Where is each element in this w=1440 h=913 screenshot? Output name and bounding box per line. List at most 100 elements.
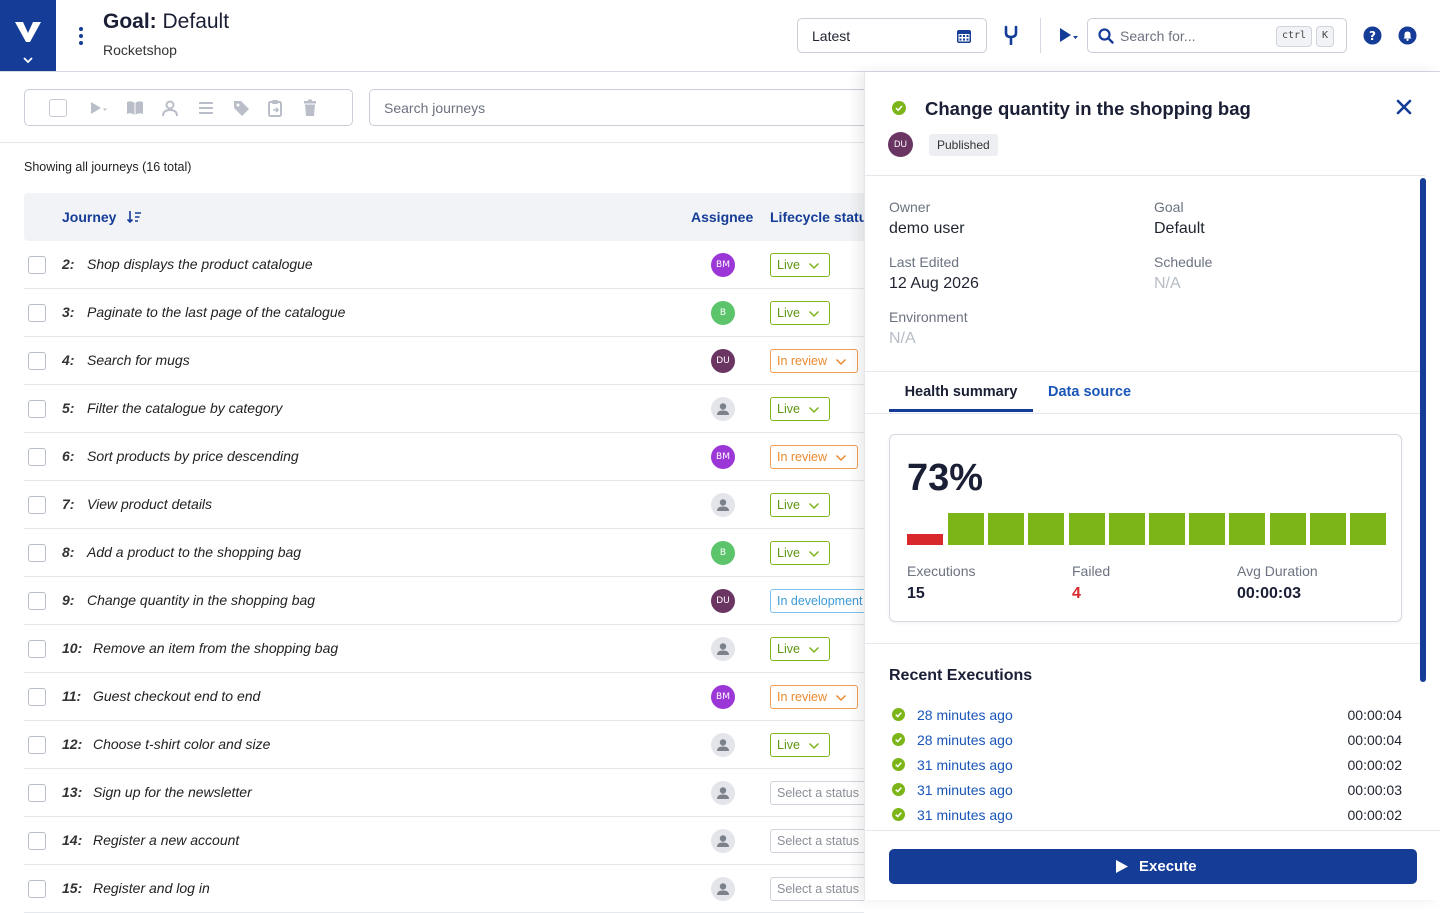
assign-user-icon[interactable] [161,99,179,117]
journey-name[interactable]: Filter the catalogue by category [87,400,283,416]
table-row[interactable]: 14: Register a new account Select a status [24,817,864,865]
row-checkbox[interactable] [28,544,46,562]
unassigned-avatar[interactable] [711,781,735,805]
recent-execution-item[interactable]: 31 minutes ago 00:00:03 [889,779,1402,804]
journey-name[interactable]: Shop displays the product catalogue [87,256,313,272]
column-lifecycle[interactable]: Lifecycle status [770,209,864,225]
sort-icon[interactable] [126,210,142,224]
lifecycle-status-select[interactable]: Live [770,301,830,325]
assignee-avatar[interactable]: DU [711,349,735,373]
kebab-menu-icon[interactable] [72,24,90,48]
passed-run-bar[interactable] [948,513,984,545]
row-checkbox[interactable] [28,880,46,898]
assignee-avatar[interactable]: DU [711,589,735,613]
select-all-checkbox[interactable] [49,99,67,117]
execution-time-link[interactable]: 28 minutes ago [917,732,1013,748]
row-checkbox[interactable] [28,256,46,274]
unassigned-avatar[interactable] [711,637,735,661]
assignee-avatar[interactable]: BM [711,253,735,277]
lifecycle-status-select[interactable]: Live [770,637,830,661]
unassigned-avatar[interactable] [711,829,735,853]
row-checkbox[interactable] [28,304,46,322]
branch-icon[interactable] [1002,25,1020,45]
row-checkbox[interactable] [28,496,46,514]
table-row[interactable]: 8: Add a product to the shopping bag B Live [24,529,864,577]
lifecycle-status-select[interactable]: In review [770,445,858,469]
version-select[interactable]: Latest [797,18,987,53]
execution-time-link[interactable]: 31 minutes ago [917,782,1013,798]
unassigned-avatar[interactable] [711,877,735,901]
row-checkbox[interactable] [28,592,46,610]
execution-time-link[interactable]: 31 minutes ago [917,807,1013,823]
row-checkbox[interactable] [28,352,46,370]
passed-run-bar[interactable] [1309,513,1346,545]
passed-run-bar[interactable] [1229,513,1266,545]
journey-name[interactable]: Remove an item from the shopping bag [93,640,339,656]
assignee-avatar[interactable]: BM [711,445,735,469]
journey-name[interactable]: Sort products by price descending [87,448,299,464]
table-row[interactable]: 3: Paginate to the last page of the catal… [24,289,864,337]
journey-search-input[interactable]: Search journeys [369,89,889,126]
list-icon[interactable] [197,99,215,117]
unassigned-avatar[interactable] [711,493,735,517]
table-row[interactable]: 15: Register and log in Select a status [24,865,864,913]
table-row[interactable]: 10: Remove an item from the shopping bag L… [24,625,864,673]
journey-name[interactable]: View product details [87,496,213,512]
lifecycle-status-select[interactable]: Select a status [770,829,864,853]
lifecycle-status-select[interactable]: In review [770,685,858,709]
row-checkbox[interactable] [28,688,46,706]
journey-name[interactable]: Choose t-shirt color and size [93,736,271,752]
execution-time-link[interactable]: 28 minutes ago [917,707,1013,723]
passed-run-bar[interactable] [1149,513,1185,545]
help-icon[interactable]: ? [1363,26,1382,45]
table-row[interactable]: 12: Choose t-shirt color and size Live [24,721,864,769]
passed-run-bar[interactable] [1350,513,1386,545]
table-row[interactable]: 11: Guest checkout end to end BM In review [24,673,864,721]
execute-button[interactable]: Execute [889,849,1417,884]
journey-name[interactable]: Change quantity in the shopping bag [87,592,316,608]
row-checkbox[interactable] [28,448,46,466]
journey-name[interactable]: Sign up for the newsletter [93,784,252,800]
lifecycle-status-select[interactable]: Select a status [770,877,864,901]
lifecycle-status-select[interactable]: Live [770,493,830,517]
journey-name[interactable]: Search for mugs [87,352,190,368]
notifications-icon[interactable] [1398,26,1417,45]
lifecycle-status-select[interactable]: In review [770,349,858,373]
trash-icon[interactable] [302,99,318,117]
table-row[interactable]: 9: Change quantity in the shopping bag DU I… [24,577,864,625]
tag-icon[interactable] [232,99,250,117]
lifecycle-status-select[interactable]: In development [770,589,864,613]
unassigned-avatar[interactable] [711,397,735,421]
assignee-avatar[interactable]: BM [711,685,735,709]
journey-name[interactable]: Guest checkout end to end [93,688,261,704]
row-checkbox[interactable] [28,832,46,850]
row-checkbox[interactable] [28,784,46,802]
table-row[interactable]: 4: Search for mugs DU In review [24,337,864,385]
unassigned-avatar[interactable] [711,733,735,757]
passed-run-bar[interactable] [1269,513,1306,545]
table-row[interactable]: 13: Sign up for the newsletter Select a st… [24,769,864,817]
close-icon[interactable] [1396,99,1412,115]
copy-to-icon[interactable] [266,99,284,117]
row-checkbox[interactable] [28,400,46,418]
row-checkbox[interactable] [28,640,46,658]
execution-time-link[interactable]: 31 minutes ago [917,757,1013,773]
passed-run-bar[interactable] [988,513,1025,545]
global-search[interactable]: Search for... ctrl K [1087,18,1347,53]
table-row[interactable]: 2: Shop displays the product catalogue BM L… [24,241,864,289]
lifecycle-status-select[interactable]: Live [770,397,830,421]
passed-run-bar[interactable] [1108,513,1145,545]
table-row[interactable]: 6: Sort products by price descending BM In … [24,433,864,481]
row-checkbox[interactable] [28,736,46,754]
tab-health-summary[interactable]: Health summary [904,384,1018,400]
lifecycle-status-select[interactable]: Select a status [770,781,864,805]
lifecycle-status-select[interactable]: Live [770,541,830,565]
scrollbar[interactable] [1420,178,1426,682]
journey-name[interactable]: Paginate to the last page of the catalog… [87,304,346,320]
journey-name[interactable]: Register and log in [93,880,210,896]
recent-execution-item[interactable]: 28 minutes ago 00:00:04 [889,729,1402,754]
run-selected-icon[interactable] [89,99,111,117]
assignee-avatar[interactable]: B [711,541,735,565]
recent-execution-item[interactable]: 31 minutes ago 00:00:02 [889,754,1402,779]
passed-run-bar[interactable] [1189,513,1226,545]
